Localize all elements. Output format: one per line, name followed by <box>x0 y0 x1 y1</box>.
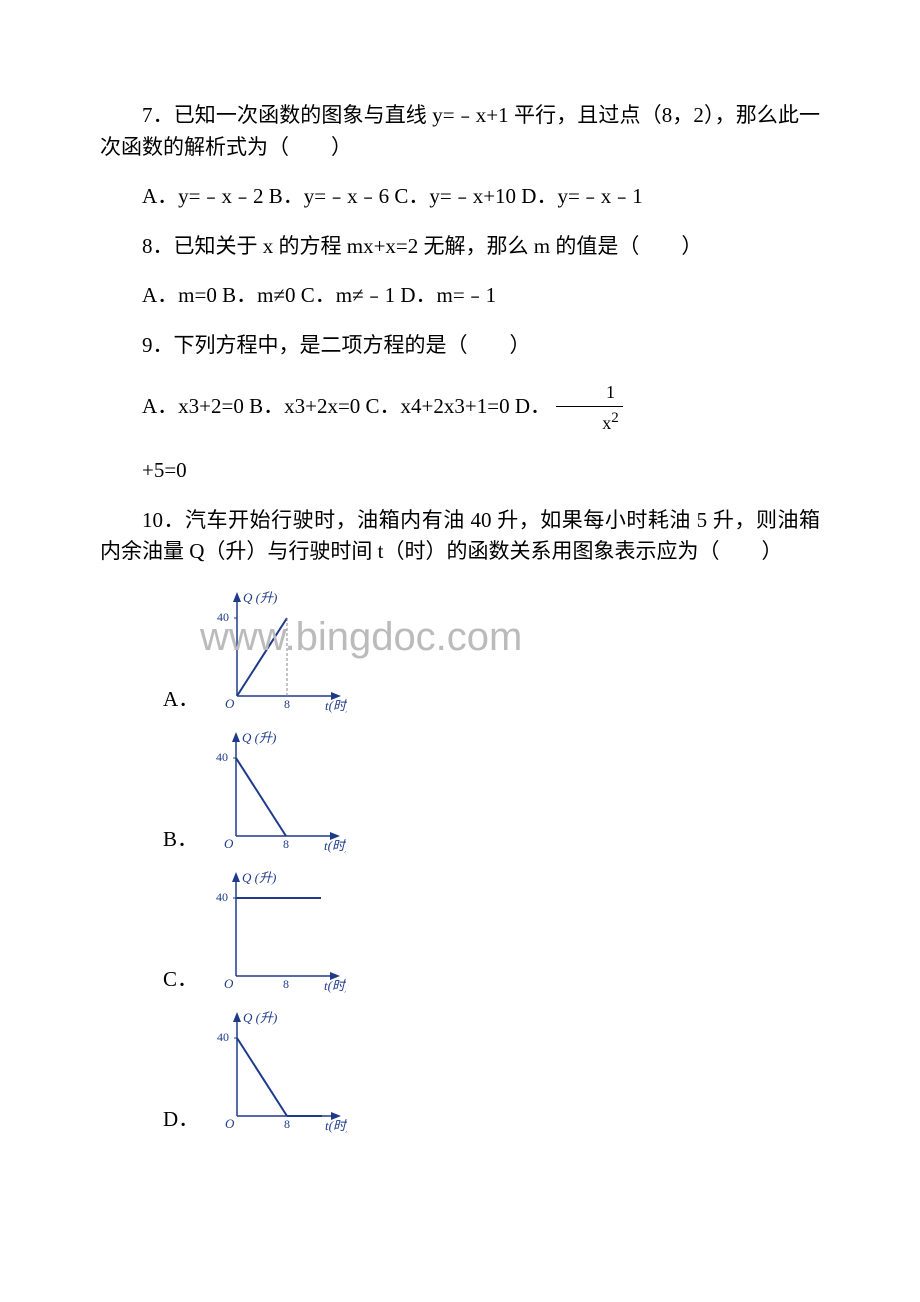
fraction: 1 x2 <box>556 379 623 437</box>
graph-c: Q (升) t(时) O 40 8 <box>206 866 346 996</box>
svg-text:O: O <box>224 976 234 991</box>
question-10-text: 10．汽车开始行驶时，油箱内有油 40 升，如果每小时耗油 5 升，则油箱内余油… <box>100 505 820 568</box>
option-c-label: C． <box>163 964 198 996</box>
svg-text:Q (升): Q (升) <box>242 730 276 745</box>
fraction-numerator: 1 <box>556 379 623 407</box>
question-8-options: A．m=0 B．m≠0 C．m≠﹣1 D．m=﹣1 <box>100 280 820 312</box>
svg-text:40: 40 <box>216 750 228 764</box>
svg-text:Q (升): Q (升) <box>242 870 276 885</box>
svg-text:Q (升): Q (升) <box>243 1010 277 1025</box>
graph-d: Q (升) t(时) O 40 8 <box>207 1006 347 1136</box>
svg-text:8: 8 <box>283 977 289 991</box>
svg-text:t(时): t(时) <box>325 698 347 713</box>
svg-text:Q (升): Q (升) <box>243 590 277 605</box>
svg-text:O: O <box>225 1116 235 1131</box>
question-10-option-a: A． Q (升) t(时) O 40 8 <box>100 586 820 716</box>
option-b-label: B． <box>163 824 198 856</box>
question-9-extra: +5=0 <box>100 455 820 487</box>
svg-text:O: O <box>225 696 235 711</box>
svg-text:O: O <box>224 836 234 851</box>
svg-text:8: 8 <box>283 837 289 851</box>
option-a-label: A． <box>163 684 199 716</box>
graph-b: Q (升) t(时) O 40 8 <box>206 726 346 856</box>
graph-a: Q (升) t(时) O 40 8 <box>207 586 347 716</box>
question-8-text: 8．已知关于 x 的方程 mx+x=2 无解，那么 m 的值是（ ） <box>100 231 820 263</box>
question-9-options-text: A．x3+2=0 B．x3+2x=0 C．x4+2x3+1=0 D． <box>142 394 551 418</box>
question-10-option-b: B． Q (升) t(时) O 40 8 <box>100 726 820 856</box>
fraction-denominator: x2 <box>556 407 623 437</box>
question-7-options: A．y=﹣x﹣2 B．y=﹣x﹣6 C．y=﹣x+10 D．y=﹣x﹣1 <box>100 181 820 213</box>
question-9-text: 9．下列方程中，是二项方程的是（ ） <box>100 330 820 362</box>
question-10-option-d: D． Q (升) t(时) O 40 8 <box>100 1006 820 1136</box>
svg-text:t(时): t(时) <box>324 838 346 853</box>
option-d-label: D． <box>163 1104 199 1136</box>
svg-text:t(时): t(时) <box>325 1118 347 1133</box>
svg-text:40: 40 <box>217 610 229 624</box>
svg-text:8: 8 <box>284 1117 290 1131</box>
question-9-options: A．x3+2=0 B．x3+2x=0 C．x4+2x3+1=0 D． 1 x2 <box>100 379 820 437</box>
svg-text:8: 8 <box>284 697 290 711</box>
svg-text:40: 40 <box>216 890 228 904</box>
svg-text:t(时): t(时) <box>324 978 346 993</box>
svg-text:40: 40 <box>217 1030 229 1044</box>
question-7-text: 7．已知一次函数的图象与直线 y=﹣x+1 平行，且过点（8，2），那么此一次函… <box>100 100 820 163</box>
question-10-option-c: C． Q (升) t(时) O 40 8 <box>100 866 820 996</box>
